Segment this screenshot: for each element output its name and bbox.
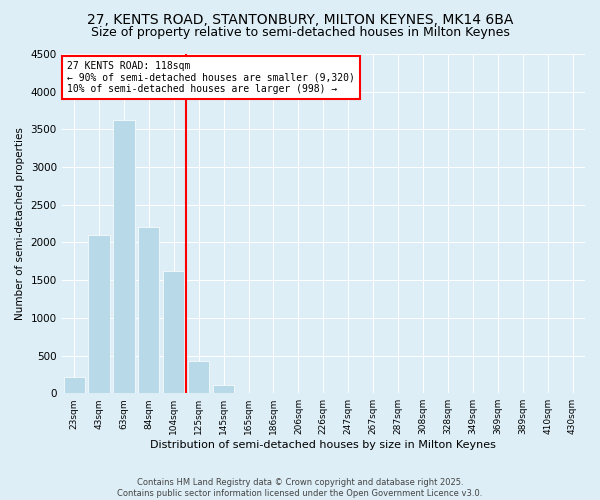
Bar xyxy=(64,376,85,393)
Text: Contains HM Land Registry data © Crown copyright and database right 2025.
Contai: Contains HM Land Registry data © Crown c… xyxy=(118,478,482,498)
Text: Size of property relative to semi-detached houses in Milton Keynes: Size of property relative to semi-detach… xyxy=(91,26,509,39)
Text: 27, KENTS ROAD, STANTONBURY, MILTON KEYNES, MK14 6BA: 27, KENTS ROAD, STANTONBURY, MILTON KEYN… xyxy=(87,12,513,26)
Bar xyxy=(213,385,234,393)
Bar xyxy=(113,120,134,393)
Text: 27 KENTS ROAD: 118sqm
← 90% of semi-detached houses are smaller (9,320)
10% of s: 27 KENTS ROAD: 118sqm ← 90% of semi-deta… xyxy=(67,61,355,94)
Bar xyxy=(138,228,160,393)
X-axis label: Distribution of semi-detached houses by size in Milton Keynes: Distribution of semi-detached houses by … xyxy=(151,440,496,450)
Bar xyxy=(88,235,110,393)
Y-axis label: Number of semi-detached properties: Number of semi-detached properties xyxy=(15,127,25,320)
Bar xyxy=(188,361,209,393)
Bar xyxy=(163,271,184,393)
